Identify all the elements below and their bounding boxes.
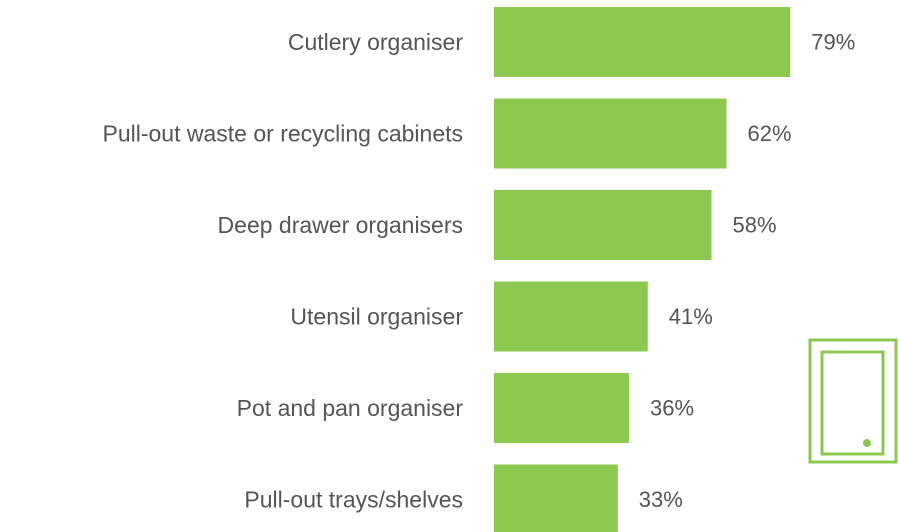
category-label-pull-out-trays-shelves: Pull-out trays/shelves [244, 487, 463, 513]
value-label-pull-out-trays-shelves: 33% [639, 487, 683, 512]
cabinet-door-icon [808, 338, 898, 464]
value-label-cutlery-organiser: 79% [811, 30, 855, 55]
value-label-deep-drawer-organisers: 58% [733, 213, 777, 238]
bar-utensil-organiser [494, 281, 648, 352]
bar-pot-and-pan-organiser [494, 373, 629, 443]
bar-deep-drawer-organisers [494, 190, 712, 260]
category-label-utensil-organiser: Utensil organiser [290, 304, 463, 330]
value-label-utensil-organiser: 41% [669, 304, 713, 329]
value-label-pot-and-pan-organiser: 36% [650, 396, 694, 421]
category-label-pull-out-waste-or-recycling-cabinets: Pull-out waste or recycling cabinets [103, 121, 464, 147]
category-label-pot-and-pan-organiser: Pot and pan organiser [237, 395, 464, 421]
category-labels-group: Cutlery organiser Pull-out waste or recyc… [103, 29, 464, 513]
category-label-cutlery-organiser: Cutlery organiser [288, 29, 463, 55]
bar-pull-out-waste-or-recycling-cabinets [494, 98, 727, 169]
bar-pull-out-trays-shelves [494, 464, 618, 532]
value-label-pull-out-waste-or-recycling-cabinets: 62% [748, 121, 792, 146]
value-labels-group: 79% 62% 58% 41% 36% 33% [639, 30, 856, 513]
category-label-deep-drawer-organisers: Deep drawer organisers [218, 212, 463, 238]
bars-group [494, 7, 791, 532]
bar-cutlery-organiser [494, 7, 791, 77]
